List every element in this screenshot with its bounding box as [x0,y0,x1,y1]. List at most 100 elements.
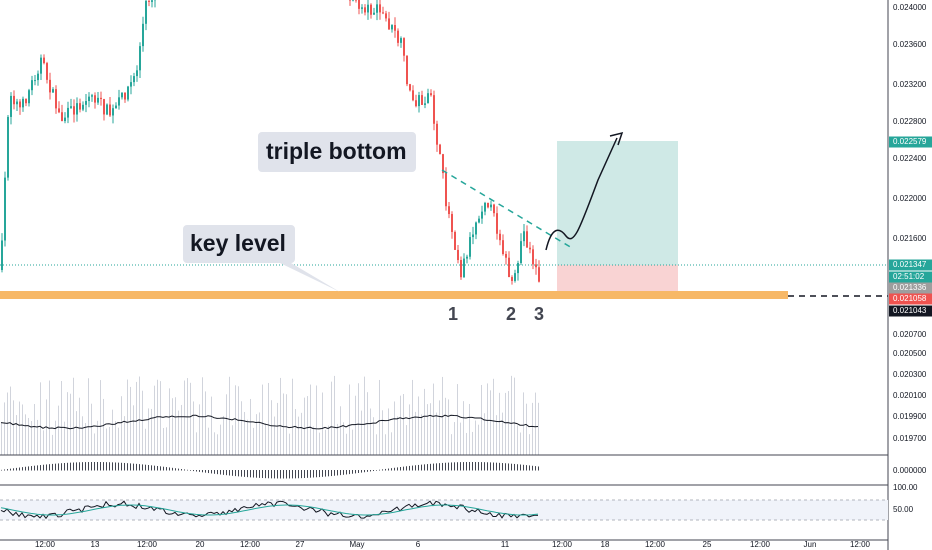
volume-bar [352,429,353,455]
volume-bar [343,422,344,455]
volume-bar [223,415,224,455]
histogram-bar [499,462,500,471]
volume-bar [256,414,257,455]
candle [514,273,516,281]
histogram-bar [388,468,389,471]
candle [358,0,360,9]
histogram-bar [460,462,461,471]
time-label: 12:00 [240,540,261,549]
volume-bar [460,422,461,455]
volume-bar [226,394,227,455]
price-label: 0.024000 [893,3,927,12]
histogram-bar [367,470,368,472]
axis-labels: 0.024000 0.023600 0.023200 0.022800 0.022400… [35,3,932,549]
candle [79,103,81,110]
candle [97,97,99,103]
volume-bar [214,432,215,455]
candle [508,257,510,278]
candle [400,38,402,43]
volume-bar [43,430,44,455]
histogram-bar [121,462,122,471]
volume-bar [484,413,485,455]
volume-bar [298,416,299,455]
oscillator-band [0,500,888,520]
histogram-bar [415,465,416,471]
candle [511,277,513,281]
candles [1,0,540,285]
histogram-bar [475,462,476,471]
histogram-bar [325,470,326,477]
histogram-bar [526,465,527,471]
histogram-bar [484,462,485,471]
candle [448,206,450,215]
volume-bar [76,411,77,455]
candle [70,106,72,108]
volume-bar [496,415,497,455]
volume-bar [520,432,521,455]
histogram-bar [190,470,191,471]
histogram-bar [496,462,497,471]
candle [118,97,120,106]
candle [46,63,48,80]
histogram-bar [148,465,149,471]
volume-bar [523,392,524,455]
price-label: 0.023200 [893,80,927,89]
histogram-bar [214,470,215,474]
candle [532,249,534,265]
candle [109,104,111,116]
time-label: 12:00 [35,540,56,549]
candle [517,262,519,274]
volume-bar [265,423,266,455]
candle [526,231,528,248]
price-badge [889,282,932,294]
histogram-bar [532,465,533,471]
histogram-bar [418,464,419,471]
histogram-bar [13,468,14,471]
histogram-bar [364,470,365,473]
histogram-bar [406,466,407,471]
candle [10,95,12,117]
candle [457,249,459,261]
volume-bar [118,427,119,455]
price-badge [889,271,932,283]
candle [481,211,483,219]
histogram-bar [91,462,92,471]
volume-bar [322,392,323,455]
volume-bar [124,416,125,455]
volume-bar [271,400,272,455]
histogram-bar [280,470,281,479]
histogram-bar [538,466,539,471]
volume-bar [205,391,206,455]
volume-bar [136,381,137,455]
candle [451,214,453,232]
volume-bar [4,402,5,455]
histogram-bar [208,470,209,474]
histogram-bar [448,462,449,471]
volume-bar [325,429,326,455]
time-label: May [349,540,364,549]
candle [22,98,24,108]
volume-bar [502,412,503,455]
histogram-bar [301,470,302,479]
indicator-label: 50.00 [893,505,914,514]
histogram-bar [55,463,56,471]
candle [391,25,393,30]
badge-text: 0.021058 [893,294,927,303]
volume-bar [25,414,26,455]
volume-bar [385,434,386,455]
candle [121,92,123,98]
volume-bar [514,377,515,455]
volume-bar [487,383,488,455]
histogram-bar [103,462,104,471]
volume-bar [295,409,296,455]
candle [76,103,78,115]
candle [496,213,498,234]
histogram-bar [256,470,257,478]
histogram-bar [88,462,89,471]
candle [16,101,18,105]
volume-bar [229,376,230,455]
histogram-bar [277,470,278,479]
volume-bar [61,380,62,455]
volume-bar [241,401,242,455]
volume-bar [535,392,536,455]
